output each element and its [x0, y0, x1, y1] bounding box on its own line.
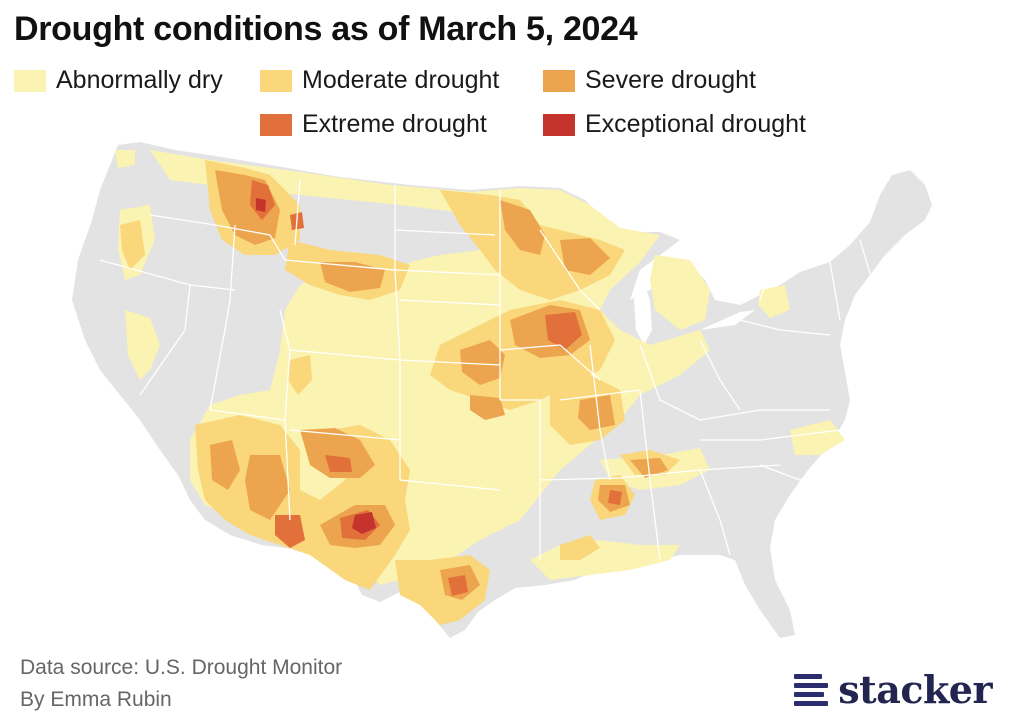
severe-drought-areas [210, 170, 668, 600]
legend-label: Extreme drought [302, 110, 487, 138]
legend-label: Abnormally dry [56, 66, 223, 94]
lake-michigan [634, 275, 652, 345]
legend-swatch-abnormally-dry [14, 69, 46, 92]
stacker-logo-icon [794, 672, 829, 708]
legend-swatch-extreme-drought [260, 113, 292, 136]
legend-item-abnormally-dry: Abnormally dry [14, 66, 223, 95]
legend-label: Moderate drought [302, 66, 500, 94]
byline: By Emma Rubin [20, 688, 172, 711]
state-borders [99, 179, 876, 561]
legend-item-exceptional-drought: Exceptional drought [543, 110, 806, 139]
lake-erie [700, 310, 755, 330]
legend: Abnormally dry Moderate drought Severe d… [14, 66, 874, 146]
legend-swatch-moderate-drought [260, 69, 292, 92]
legend-swatch-exceptional-drought [543, 113, 575, 136]
us-drought-map [0, 130, 1010, 640]
chart-title: Drought conditions as of March 5, 2024 [14, 10, 638, 48]
legend-label: Severe drought [585, 66, 756, 94]
exceptional-drought-areas [256, 198, 376, 534]
stacker-logo: stacker [794, 667, 992, 712]
legend-item-extreme-drought: Extreme drought [260, 110, 487, 139]
legend-label: Exceptional drought [585, 110, 806, 138]
us-map-svg [72, 142, 932, 638]
data-source: Data source: U.S. Drought Monitor [20, 656, 343, 679]
legend-item-severe-drought: Severe drought [543, 66, 756, 95]
legend-swatch-severe-drought [543, 69, 575, 92]
legend-item-moderate-drought: Moderate drought [260, 66, 499, 95]
footer: Data source: U.S. Drought Monitor By Emm… [20, 652, 342, 716]
logo-text: stacker [838, 667, 992, 712]
